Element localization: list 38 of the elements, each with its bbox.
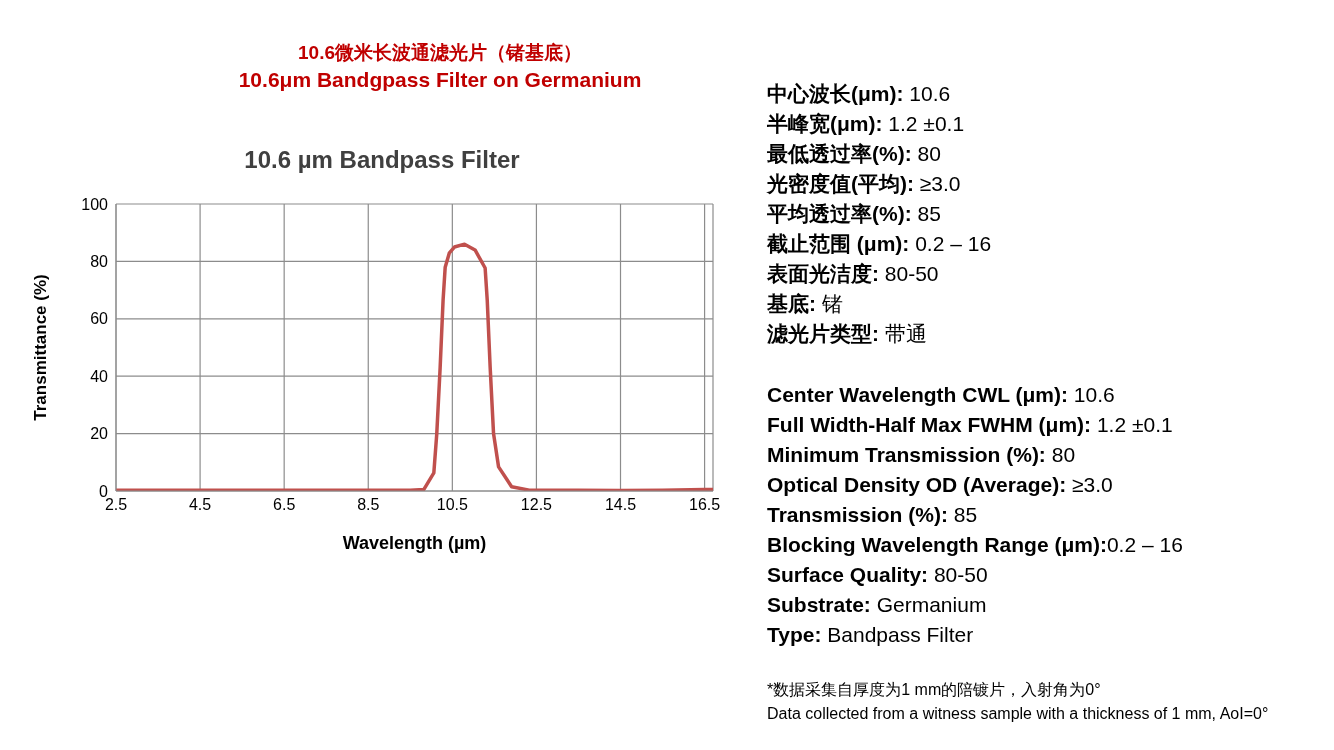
x-tick-label: 4.5 [188, 496, 212, 514]
text: 中心波长(μm): 10.6 [767, 82, 951, 105]
x-tick-label: 8.5 [357, 496, 380, 514]
y-axis-title: Transmittance (%) [31, 274, 51, 421]
text: 光密度值(平均): ≥3.0 [767, 172, 961, 195]
text: 基底: 锗 [767, 292, 843, 315]
x-tick-label: 14.5 [604, 496, 637, 514]
text: 最低透过率(%): 80 [767, 142, 941, 165]
text: Center Wavelength CWL (μm): 10.6 [767, 383, 1115, 406]
text: Surface Quality: 80-50 [767, 563, 988, 586]
text: Optical Density OD (Average): ≥3.0 [767, 473, 1113, 496]
y-tick-label: 20 [90, 425, 109, 443]
x-tick-label: 10.5 [436, 496, 469, 514]
text: 10.6μm Bandgpass Filter on Germanium [237, 68, 643, 92]
y-tick-label: 100 [81, 195, 109, 213]
text: *数据采集自厚度为1 mm的陪镀片，入射角为0° [767, 680, 1102, 700]
text: Substrate: Germanium [767, 593, 987, 616]
y-tick-label: 40 [90, 367, 109, 385]
text: 表面光洁度: 80-50 [767, 262, 939, 285]
text: Minimum Transmission (%): 80 [767, 443, 1076, 466]
x-tick-label: 12.5 [520, 496, 553, 514]
text: 滤光片类型: 带通 [767, 322, 927, 345]
x-tick-label: 16.5 [689, 496, 721, 514]
y-tick-label: 60 [90, 310, 109, 328]
text: Blocking Wavelength Range (μm):0.2 – 16 [767, 533, 1183, 556]
text: 截止范围 (μm): 0.2 – 16 [767, 232, 992, 255]
y-tick-label: 80 [90, 253, 109, 271]
text: 半峰宽(μm): 1.2 ±0.1 [767, 112, 965, 135]
text: 平均透过率(%): 85 [767, 202, 941, 225]
x-tick-label: 6.5 [273, 496, 296, 514]
x-tick-label: 2.5 [104, 496, 128, 514]
text: 10.6微米长波通滤光片（锗基底） [297, 41, 583, 65]
x-axis-title: Wavelength (µm) [342, 533, 487, 553]
text: Transmission (%): 85 [767, 503, 978, 526]
text: Data collected from a witness sample with a thickness of 1 mm, AoI=0° [767, 704, 1270, 724]
text: Type: Bandpass Filter [767, 623, 974, 646]
chart-title: 10.6 µm Bandpass Filter [243, 146, 521, 174]
text: Full Width-Half Max FWHM (μm): 1.2 ±0.1 [767, 413, 1173, 436]
